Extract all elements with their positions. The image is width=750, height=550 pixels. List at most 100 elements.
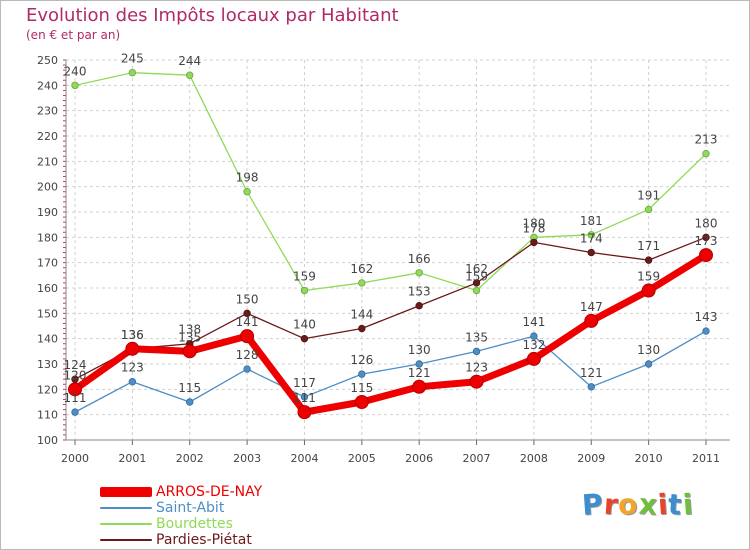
data-point <box>358 279 366 287</box>
data-point <box>472 279 481 287</box>
data-label: 181 <box>580 214 603 228</box>
data-label: 173 <box>695 234 718 248</box>
data-point <box>300 334 309 343</box>
data-point <box>530 238 538 247</box>
data-label: 166 <box>408 252 431 266</box>
data-label: 240 <box>64 64 87 78</box>
y-tick-label: 110 <box>37 409 58 422</box>
y-tick-label: 200 <box>37 181 58 194</box>
data-point <box>300 393 309 401</box>
data-label: 124 <box>64 358 87 372</box>
data-label: 147 <box>580 300 603 314</box>
data-point <box>641 283 656 298</box>
data-point <box>125 341 140 356</box>
data-label: 123 <box>465 361 488 375</box>
data-label: 180 <box>695 216 718 230</box>
data-label: 130 <box>408 343 431 357</box>
plot-area <box>66 60 730 440</box>
series-line-bourdettes <box>74 72 707 292</box>
data-label: 198 <box>236 171 259 185</box>
data-label: 143 <box>695 310 718 324</box>
data-point <box>240 329 255 344</box>
data-label: 162 <box>350 262 373 276</box>
axes: 100 110 120 130 140 150 160 170 180 190 200 210 220 2… <box>37 54 730 465</box>
data-label: 180 <box>522 216 545 230</box>
logo-letter: o <box>617 487 640 522</box>
data-label: 115 <box>178 381 201 395</box>
x-tick-label: 2009 <box>577 452 605 465</box>
data-label: 128 <box>236 348 259 362</box>
y-tick-label: 180 <box>37 231 58 244</box>
data-label: 111 <box>293 391 316 405</box>
data-point <box>587 383 595 391</box>
data-label: 135 <box>178 330 201 344</box>
x-tick-label: 2002 <box>176 452 204 465</box>
legend-label: Bourdettes <box>156 515 233 532</box>
data-labels: 111 123 115 128 117 126 130 135 141 121 130 143 240 2… <box>64 52 718 405</box>
y-tick-label: 170 <box>37 257 58 270</box>
data-point <box>243 309 251 318</box>
data-label: 130 <box>637 343 660 357</box>
grid-lines <box>66 59 730 441</box>
data-point <box>354 395 369 409</box>
data-point <box>587 248 595 257</box>
legend-label: Saint-Abit <box>156 499 225 516</box>
data-point <box>300 286 309 295</box>
data-point <box>68 382 82 397</box>
data-label: 132 <box>522 338 545 352</box>
data-point <box>186 71 194 79</box>
legend-label: ARROS-DE-NAY <box>156 483 263 500</box>
y-tick-label: 100 <box>37 434 58 447</box>
data-point <box>702 327 710 335</box>
legend-item: Bourdettes <box>100 515 233 532</box>
data-point <box>243 365 251 373</box>
x-tick-label: 2006 <box>405 452 433 465</box>
data-label: 111 <box>64 391 87 405</box>
data-point <box>186 398 194 406</box>
data-label: 174 <box>580 232 603 246</box>
data-label: 115 <box>350 381 373 395</box>
x-tick-label: 2010 <box>635 452 663 465</box>
data-label: 159 <box>293 270 316 284</box>
x-tick-label: 2003 <box>233 452 261 465</box>
data-point <box>472 347 481 356</box>
x-tick-label: 2001 <box>118 452 146 465</box>
data-point <box>702 150 710 158</box>
data-point <box>584 313 599 328</box>
logo-letter: i <box>681 487 695 522</box>
chart-subtitle: (en € et par an) <box>26 28 121 42</box>
data-label: 126 <box>350 353 373 367</box>
data-label: 244 <box>178 54 201 68</box>
data-label: 136 <box>121 328 144 342</box>
data-label: 121 <box>408 366 431 380</box>
y-tick-label: 190 <box>37 206 58 219</box>
data-label: 153 <box>408 285 431 299</box>
data-point <box>644 360 653 368</box>
legend-swatch <box>100 538 152 541</box>
x-tick-label: 2005 <box>348 452 376 465</box>
data-point <box>415 360 423 368</box>
data-point <box>472 286 481 295</box>
data-point <box>415 302 423 310</box>
data-point <box>128 378 137 386</box>
data-label: 171 <box>637 239 660 253</box>
data-label: 135 <box>465 330 488 344</box>
data-point <box>412 379 427 394</box>
y-tick-label: 120 <box>37 383 58 396</box>
legend-label: Pardies-Piétat <box>156 531 252 548</box>
x-tick-label: 2011 <box>692 452 720 465</box>
series-lines <box>68 68 713 420</box>
series-line-arros-de-nay <box>71 251 710 416</box>
data-point <box>644 256 653 264</box>
y-tick-label: 210 <box>37 155 58 168</box>
data-point <box>469 374 484 389</box>
y-tick-label: 130 <box>37 358 58 371</box>
y-tick-label: 230 <box>37 105 58 118</box>
data-point <box>71 81 79 90</box>
data-point <box>128 68 137 77</box>
data-point <box>530 332 538 340</box>
data-label: 136 <box>121 328 144 342</box>
y-tick-label: 250 <box>37 54 58 67</box>
x-tick-label: 2004 <box>290 452 318 465</box>
data-label: 141 <box>236 315 259 329</box>
